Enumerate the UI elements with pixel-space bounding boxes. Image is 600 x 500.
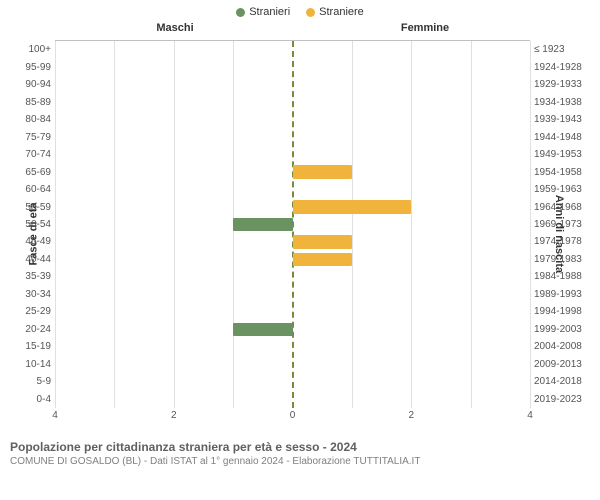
age-row: 75-791944-1948 (55, 128, 530, 145)
swatch-female (306, 8, 315, 17)
age-row: 0-42019-2023 (55, 391, 530, 408)
legend-item-male: Stranieri (236, 6, 290, 18)
age-row: 25-291994-1998 (55, 303, 530, 320)
gridline (530, 41, 531, 408)
year-tick-label: 1969-1973 (534, 219, 590, 230)
age-row: 40-441979-1983 (55, 251, 530, 268)
age-row: 100+≤ 1923 (55, 41, 530, 58)
header-female: Femmine (300, 22, 600, 34)
age-row: 15-192004-2008 (55, 338, 530, 355)
age-row: 95-991924-1928 (55, 58, 530, 75)
year-tick-label: 1939-1943 (534, 114, 590, 125)
age-row: 45-491974-1978 (55, 233, 530, 250)
chart-footer: Popolazione per cittadinanza straniera p… (0, 434, 600, 467)
header-male: Maschi (0, 22, 300, 34)
age-tick-label: 15-19 (15, 341, 51, 352)
age-tick-label: 65-69 (15, 167, 51, 178)
year-tick-label: 1929-1933 (534, 79, 590, 90)
year-tick-label: 1989-1993 (534, 289, 590, 300)
age-tick-label: 90-94 (15, 79, 51, 90)
age-row: 10-142009-2013 (55, 356, 530, 373)
bar-female (293, 235, 352, 248)
age-row: 35-391984-1988 (55, 268, 530, 285)
year-tick-label: 1984-1988 (534, 271, 590, 282)
age-row: 20-241999-2003 (55, 321, 530, 338)
legend-item-female: Straniere (306, 6, 364, 18)
age-row: 80-841939-1943 (55, 111, 530, 128)
x-tick-label: 0 (290, 410, 296, 421)
age-row: 65-691954-1958 (55, 163, 530, 180)
age-row: 5-92014-2018 (55, 373, 530, 390)
year-tick-label: 1964-1968 (534, 202, 590, 213)
year-tick-label: 1979-1983 (534, 254, 590, 265)
age-tick-label: 5-9 (15, 376, 51, 387)
age-tick-label: 55-59 (15, 202, 51, 213)
age-tick-label: 10-14 (15, 359, 51, 370)
year-tick-label: 1934-1938 (534, 97, 590, 108)
age-row: 50-541969-1973 (55, 216, 530, 233)
chart-area: Fasce di età Anni di nascita 100+≤ 19239… (0, 34, 600, 434)
age-tick-label: 100+ (15, 44, 51, 55)
age-row: 55-591964-1968 (55, 198, 530, 215)
x-tick-label: 2 (408, 410, 414, 421)
age-row: 85-891934-1938 (55, 93, 530, 110)
legend-label-male: Stranieri (249, 6, 290, 18)
swatch-male (236, 8, 245, 17)
bar-male (233, 218, 292, 231)
age-tick-label: 95-99 (15, 62, 51, 73)
age-tick-label: 45-49 (15, 236, 51, 247)
year-tick-label: 2014-2018 (534, 376, 590, 387)
age-tick-label: 75-79 (15, 132, 51, 143)
age-tick-label: 60-64 (15, 184, 51, 195)
year-tick-label: 1949-1953 (534, 149, 590, 160)
year-tick-label: 1974-1978 (534, 236, 590, 247)
year-tick-label: 2004-2008 (534, 341, 590, 352)
x-tick-label: 4 (52, 410, 58, 421)
age-tick-label: 40-44 (15, 254, 51, 265)
age-tick-label: 30-34 (15, 289, 51, 300)
year-tick-label: 2009-2013 (534, 359, 590, 370)
age-tick-label: 0-4 (15, 394, 51, 405)
age-tick-label: 35-39 (15, 271, 51, 282)
x-tick-label: 4 (527, 410, 533, 421)
legend-label-female: Straniere (319, 6, 364, 18)
age-tick-label: 70-74 (15, 149, 51, 160)
plot-region: 100+≤ 192395-991924-192890-941929-193385… (55, 40, 530, 408)
year-tick-label: 1959-1963 (534, 184, 590, 195)
year-tick-label: 2019-2023 (534, 394, 590, 405)
age-row: 90-941929-1933 (55, 76, 530, 93)
bar-female (293, 253, 352, 266)
x-tick-label: 2 (171, 410, 177, 421)
bar-female (293, 200, 412, 213)
age-tick-label: 20-24 (15, 324, 51, 335)
legend: Stranieri Straniere (0, 0, 600, 18)
year-tick-label: 1999-2003 (534, 324, 590, 335)
x-axis: 4 2 0 2 4 (55, 410, 530, 424)
chart-subtitle: COMUNE DI GOSALDO (BL) - Dati ISTAT al 1… (10, 456, 590, 467)
age-tick-label: 80-84 (15, 114, 51, 125)
column-headers: Maschi Femmine (0, 22, 600, 34)
year-tick-label: ≤ 1923 (534, 44, 590, 55)
year-tick-label: 1994-1998 (534, 306, 590, 317)
chart-title: Popolazione per cittadinanza straniera p… (10, 440, 590, 454)
bar-female (293, 165, 352, 178)
age-row: 60-641959-1963 (55, 181, 530, 198)
age-row: 70-741949-1953 (55, 146, 530, 163)
year-tick-label: 1924-1928 (534, 62, 590, 73)
bar-male (233, 323, 292, 336)
age-tick-label: 85-89 (15, 97, 51, 108)
age-tick-label: 25-29 (15, 306, 51, 317)
age-row: 30-341989-1993 (55, 286, 530, 303)
year-tick-label: 1944-1948 (534, 132, 590, 143)
age-tick-label: 50-54 (15, 219, 51, 230)
year-tick-label: 1954-1958 (534, 167, 590, 178)
